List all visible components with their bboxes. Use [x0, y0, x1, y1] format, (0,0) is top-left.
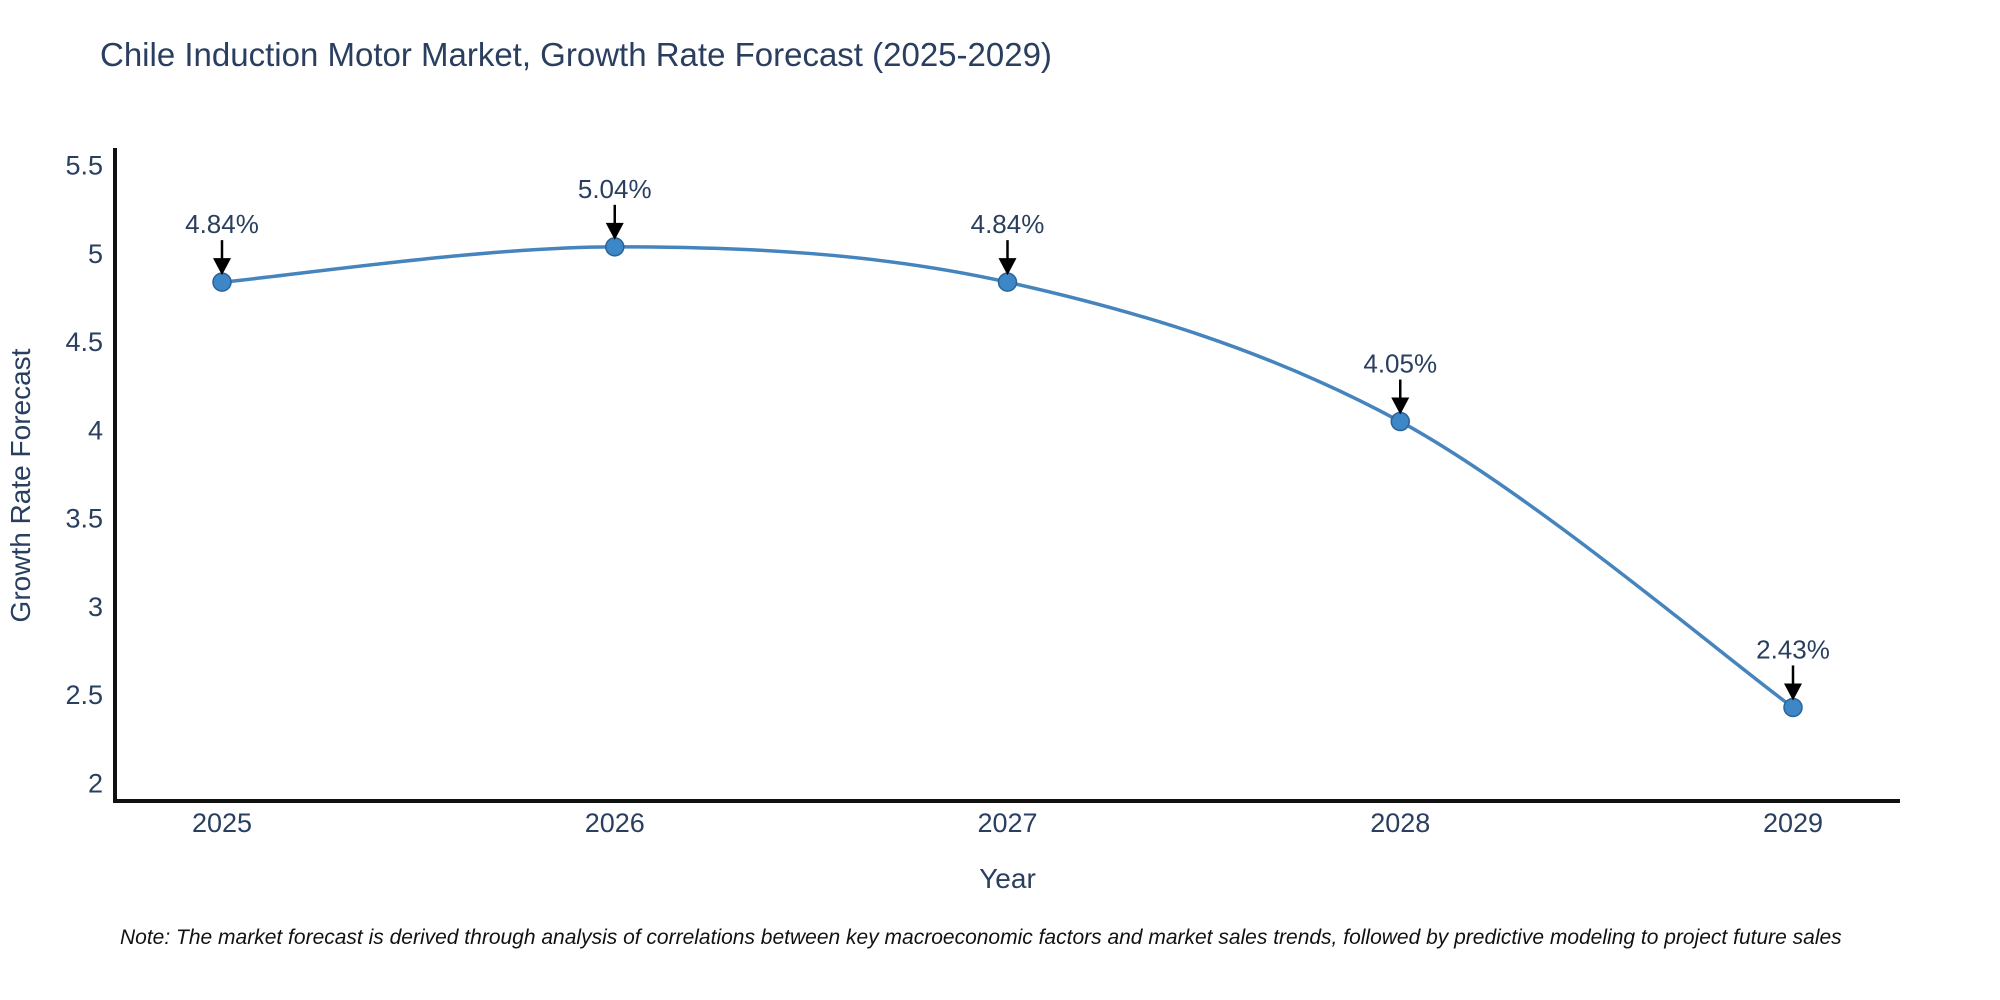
y-tick-label: 2	[88, 768, 103, 798]
data-point-marker[interactable]	[1390, 411, 1410, 432]
y-tick-label: 4	[88, 415, 103, 445]
axis-line	[113, 148, 1900, 803]
x-tick-label: 2027	[977, 808, 1037, 838]
y-tick-label: 4.5	[65, 327, 103, 357]
annotation-arrow-head	[998, 258, 1017, 276]
series-line	[221, 245, 1795, 709]
annotation-arrow-head	[605, 222, 624, 240]
y-tick-label: 3.5	[65, 504, 103, 534]
annotation-arrow-head	[213, 258, 231, 276]
data-point-marker[interactable]	[212, 272, 232, 292]
annotation-label: 5.04%	[578, 174, 652, 204]
data-point-marker[interactable]	[605, 237, 625, 257]
footnote: Note: The market forecast is derived thr…	[120, 926, 1842, 949]
y-tick-label: 5.5	[65, 151, 103, 181]
x-tick-label: 2026	[585, 808, 645, 838]
annotation-label: 4.05%	[1363, 349, 1437, 379]
annotation-label: 4.84%	[971, 209, 1045, 239]
annotation-arrow-head	[1784, 683, 1802, 701]
x-tick-label: 2028	[1370, 808, 1430, 838]
data-point-marker[interactable]	[1783, 697, 1803, 718]
annotation-label: 2.43%	[1756, 634, 1830, 664]
chart-title: Chile Induction Motor Market, Growth Rat…	[100, 36, 1052, 73]
annotation-arrow-head	[1391, 397, 1410, 415]
y-tick-label: 2.5	[65, 680, 103, 710]
data-point-marker[interactable]	[997, 272, 1018, 292]
y-axis-title: Growth Rate Forecast	[5, 348, 36, 622]
x-tick-label: 2025	[192, 808, 252, 838]
y-tick-label: 3	[88, 592, 103, 622]
annotation-label: 4.84%	[185, 209, 259, 239]
y-tick-label: 5	[88, 239, 103, 269]
x-tick-label: 2029	[1763, 808, 1823, 838]
x-axis-title: Year	[979, 863, 1036, 894]
